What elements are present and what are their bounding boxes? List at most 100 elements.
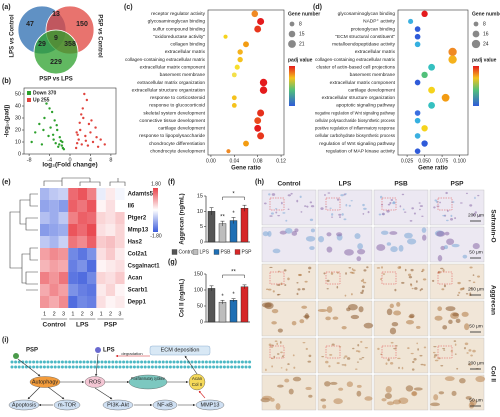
cell bbox=[472, 213, 476, 217]
bar bbox=[207, 288, 216, 323]
cell bbox=[466, 352, 469, 354]
y-tick-label: 100 bbox=[194, 287, 203, 293]
membrane bbox=[60, 360, 64, 364]
error-bar bbox=[220, 299, 225, 305]
cell bbox=[356, 384, 362, 388]
cell bbox=[455, 318, 461, 324]
cell bbox=[336, 232, 343, 237]
heat-cell bbox=[87, 248, 97, 260]
membrane bbox=[176, 365, 180, 369]
membrane bbox=[215, 360, 219, 364]
membrane bbox=[194, 360, 198, 364]
heat-cell bbox=[77, 284, 87, 296]
membrane bbox=[248, 365, 252, 369]
membrane bbox=[50, 360, 54, 364]
membrane bbox=[136, 365, 140, 369]
membrane bbox=[237, 365, 241, 369]
cell bbox=[445, 219, 449, 222]
heat-cell bbox=[115, 212, 125, 224]
cell bbox=[462, 254, 468, 259]
y-tick-label: 20 bbox=[15, 127, 21, 133]
row-label: Aggrecan bbox=[489, 285, 496, 315]
cell bbox=[299, 195, 302, 199]
point bbox=[42, 128, 45, 132]
error-bar bbox=[242, 284, 247, 289]
heat-cell bbox=[105, 260, 116, 272]
gene-label: Depp1 bbox=[128, 300, 147, 306]
term-label: cellular carbohydrate biosynthetic proce… bbox=[315, 133, 396, 139]
dot bbox=[243, 41, 249, 48]
cell bbox=[468, 349, 472, 352]
heat-cell bbox=[87, 260, 97, 272]
significance: * bbox=[232, 292, 235, 298]
membrane bbox=[64, 365, 68, 369]
cell bbox=[469, 204, 473, 207]
node-label: PSP bbox=[26, 348, 38, 354]
point bbox=[77, 138, 80, 141]
cell bbox=[454, 353, 457, 355]
membrane bbox=[125, 365, 129, 369]
cell bbox=[354, 233, 361, 239]
node-label: Autophagy bbox=[32, 379, 59, 385]
legend-swatch bbox=[213, 249, 220, 255]
cell bbox=[269, 266, 273, 269]
point bbox=[103, 143, 106, 146]
cell bbox=[320, 398, 327, 402]
membrane bbox=[215, 365, 219, 369]
cell bbox=[419, 208, 421, 211]
heat-cell bbox=[115, 260, 125, 272]
cell bbox=[447, 209, 449, 212]
heat-cell bbox=[77, 236, 87, 248]
heat-cell bbox=[96, 260, 106, 272]
membrane bbox=[57, 360, 61, 364]
cell bbox=[376, 244, 386, 251]
point bbox=[56, 128, 59, 132]
heat-cell bbox=[96, 224, 106, 236]
cell bbox=[320, 207, 324, 210]
point bbox=[45, 102, 48, 105]
cell bbox=[296, 292, 299, 296]
cell bbox=[276, 353, 280, 355]
heat-cell bbox=[115, 284, 125, 296]
cell bbox=[336, 285, 339, 289]
point bbox=[96, 145, 100, 148]
dot bbox=[441, 93, 450, 102]
heat-cell bbox=[68, 212, 78, 224]
cell bbox=[410, 352, 414, 355]
term-label: sulfur compound binding bbox=[153, 26, 206, 32]
membrane bbox=[10, 360, 14, 364]
cell bbox=[434, 359, 439, 362]
cell bbox=[399, 205, 402, 208]
term-label: apoptotic signaling pathway bbox=[336, 103, 396, 109]
heat-cell bbox=[49, 272, 59, 284]
cell bbox=[450, 217, 454, 221]
point bbox=[94, 126, 97, 129]
membrane bbox=[212, 365, 216, 369]
membrane bbox=[93, 365, 97, 369]
panel-label: (f) bbox=[168, 179, 175, 186]
point bbox=[75, 142, 79, 145]
cell bbox=[331, 343, 335, 346]
cell bbox=[326, 306, 333, 313]
heat-cell bbox=[96, 272, 106, 284]
cell bbox=[407, 347, 410, 350]
cell bbox=[411, 391, 418, 397]
cell bbox=[271, 321, 277, 325]
cell bbox=[385, 386, 392, 393]
cell bbox=[401, 193, 405, 196]
bracket bbox=[222, 274, 245, 278]
x-tick-label: 0 bbox=[68, 157, 71, 163]
heat-cell bbox=[77, 260, 87, 272]
cell bbox=[362, 281, 367, 284]
cell bbox=[412, 360, 415, 364]
membrane bbox=[35, 360, 39, 364]
x-tick-label: 0.08 bbox=[253, 158, 263, 164]
membrane bbox=[172, 365, 176, 369]
cell bbox=[399, 266, 402, 269]
membrane bbox=[158, 365, 162, 369]
replicate-label: 1 bbox=[43, 311, 46, 317]
legend-title: Gene number bbox=[288, 11, 320, 17]
membrane bbox=[140, 365, 144, 369]
cell bbox=[309, 218, 314, 222]
heat-cell bbox=[87, 296, 97, 308]
